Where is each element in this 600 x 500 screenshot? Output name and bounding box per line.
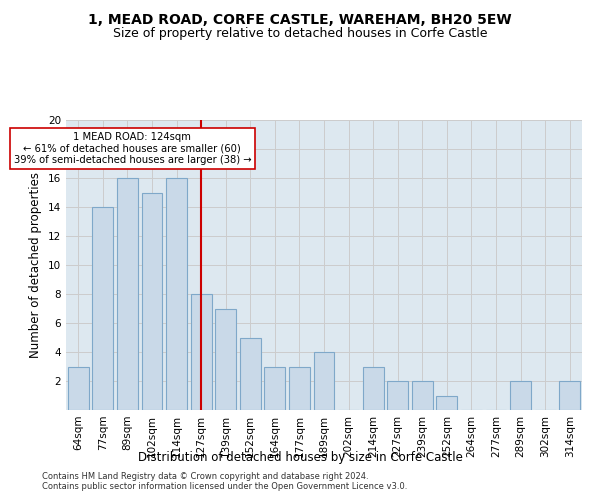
Text: Contains HM Land Registry data © Crown copyright and database right 2024.: Contains HM Land Registry data © Crown c… — [42, 472, 368, 481]
Text: Contains public sector information licensed under the Open Government Licence v3: Contains public sector information licen… — [42, 482, 407, 491]
Bar — [142, 192, 163, 410]
Bar — [436, 396, 457, 410]
Bar — [240, 338, 261, 410]
Text: 1 MEAD ROAD: 124sqm
← 61% of detached houses are smaller (60)
39% of semi-detach: 1 MEAD ROAD: 124sqm ← 61% of detached ho… — [14, 132, 251, 165]
Bar — [68, 366, 89, 410]
Bar — [166, 178, 187, 410]
Bar — [289, 366, 310, 410]
Bar — [559, 381, 580, 410]
Bar — [265, 366, 286, 410]
Bar — [215, 308, 236, 410]
Text: 1, MEAD ROAD, CORFE CASTLE, WAREHAM, BH20 5EW: 1, MEAD ROAD, CORFE CASTLE, WAREHAM, BH2… — [88, 12, 512, 26]
Y-axis label: Number of detached properties: Number of detached properties — [29, 172, 43, 358]
Bar — [510, 381, 531, 410]
Bar — [117, 178, 138, 410]
Bar — [362, 366, 383, 410]
Bar — [387, 381, 408, 410]
Bar — [412, 381, 433, 410]
Bar — [191, 294, 212, 410]
Bar — [92, 207, 113, 410]
Text: Distribution of detached houses by size in Corfe Castle: Distribution of detached houses by size … — [137, 451, 463, 464]
Bar — [314, 352, 334, 410]
Text: Size of property relative to detached houses in Corfe Castle: Size of property relative to detached ho… — [113, 28, 487, 40]
